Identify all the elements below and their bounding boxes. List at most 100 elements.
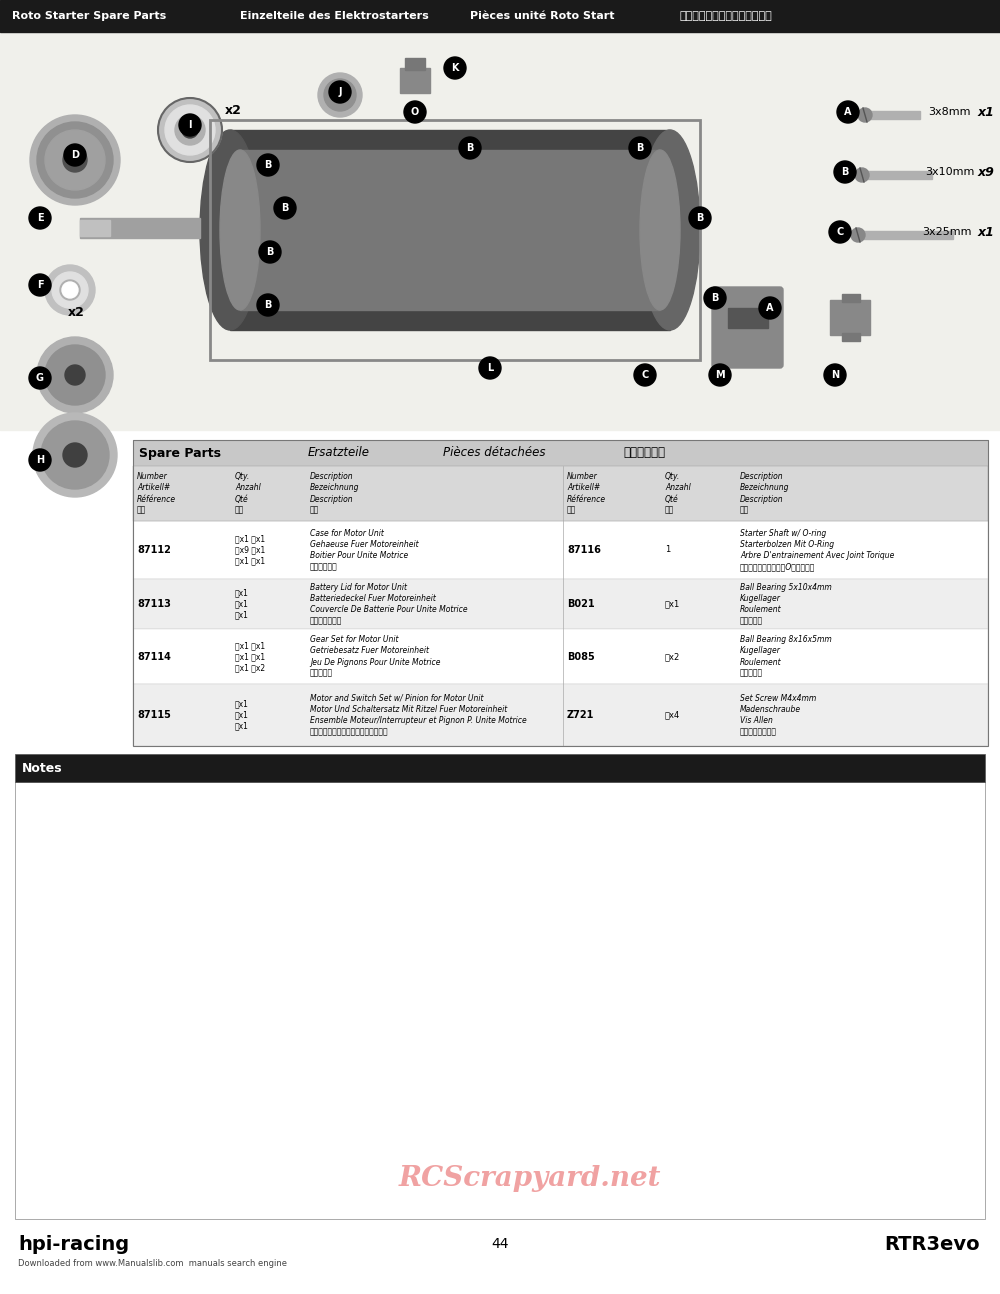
Circle shape xyxy=(37,122,113,198)
Text: Pièces unité Roto Start: Pièces unité Roto Start xyxy=(470,12,614,21)
Text: B: B xyxy=(841,167,849,177)
Text: Downloaded from www.Manualslib.com  manuals search engine: Downloaded from www.Manualslib.com manua… xyxy=(18,1259,287,1268)
Bar xyxy=(210,120,700,360)
Bar xyxy=(842,333,860,342)
Text: C: C xyxy=(641,370,649,380)
Circle shape xyxy=(824,364,846,386)
Circle shape xyxy=(704,287,726,309)
Text: Pièces détachées: Pièces détachées xyxy=(443,446,546,459)
Bar xyxy=(133,521,988,578)
Text: O: O xyxy=(411,107,419,116)
Text: ロートスタートユニットパーツ: ロートスタートユニットパーツ xyxy=(680,12,773,21)
Text: I: I xyxy=(188,120,192,129)
Text: Qty.
Anzahl
Qté
入数: Qty. Anzahl Qté 入数 xyxy=(665,472,691,515)
Text: Ball Bearing 8x16x5mm
Kugellager
Roulement
ベアリング: Ball Bearing 8x16x5mm Kugellager Rouleme… xyxy=(740,635,832,678)
Circle shape xyxy=(858,107,872,122)
Circle shape xyxy=(479,357,501,379)
Bar xyxy=(230,129,670,330)
Text: 87114: 87114 xyxy=(137,651,171,661)
Text: Spare Parts: Spare Parts xyxy=(139,446,221,459)
Text: Gear Set for Motor Unit
Getriebesatz Fuer Motoreinheit
Jeu De Pignons Pour Unite: Gear Set for Motor Unit Getriebesatz Fue… xyxy=(310,635,440,678)
Text: B: B xyxy=(264,160,272,170)
Text: H: H xyxy=(36,455,44,465)
Bar xyxy=(133,629,988,685)
Text: Ball Bearing 5x10x4mm
Kugellager
Roulement
ベアリング: Ball Bearing 5x10x4mm Kugellager Rouleme… xyxy=(740,582,832,625)
Text: B: B xyxy=(466,144,474,153)
Circle shape xyxy=(45,265,95,314)
Circle shape xyxy=(257,154,279,176)
Circle shape xyxy=(179,114,201,136)
Circle shape xyxy=(62,282,78,298)
Bar xyxy=(133,440,988,747)
Text: B: B xyxy=(696,214,704,223)
Circle shape xyxy=(63,148,87,172)
Ellipse shape xyxy=(640,129,700,330)
Text: Case for Motor Unit
Gehaeuse Fuer Motoreinheit
Boitier Pour Unite Motrice
ケースセット: Case for Motor Unit Gehaeuse Fuer Motore… xyxy=(310,529,419,571)
Circle shape xyxy=(45,129,105,190)
FancyBboxPatch shape xyxy=(712,287,783,367)
Bar xyxy=(405,58,425,70)
Circle shape xyxy=(29,367,51,389)
Text: A: A xyxy=(844,107,852,116)
Circle shape xyxy=(52,272,88,308)
Text: F: F xyxy=(37,280,43,290)
Circle shape xyxy=(318,72,362,116)
Circle shape xyxy=(165,105,215,155)
Circle shape xyxy=(45,345,105,405)
Text: 3x25mm: 3x25mm xyxy=(922,226,972,237)
Circle shape xyxy=(257,294,279,316)
Text: 87115: 87115 xyxy=(137,710,171,719)
Text: Number
Artikell#
Référence
品番: Number Artikell# Référence 品番 xyxy=(567,472,606,515)
Text: Ⓐx1 Ⓛx1
Ⓐx9 Ⓛx1
Ⓐx1 Ⓛx1: Ⓐx1 Ⓛx1 Ⓐx9 Ⓛx1 Ⓐx1 Ⓛx1 xyxy=(235,534,265,565)
Circle shape xyxy=(29,274,51,296)
Text: Notes: Notes xyxy=(22,761,63,775)
Bar xyxy=(728,308,768,327)
Text: Description
Bezeichnung
Description
品名: Description Bezeichnung Description 品名 xyxy=(310,472,360,515)
Text: B085: B085 xyxy=(567,651,595,661)
Bar xyxy=(240,150,660,311)
Text: 87112: 87112 xyxy=(137,545,171,555)
Text: Qty.
Anzahl
Qté
入数: Qty. Anzahl Qté 入数 xyxy=(235,472,261,515)
Text: RCScrapyard.net: RCScrapyard.net xyxy=(399,1166,661,1193)
Text: x2: x2 xyxy=(225,104,242,116)
Bar xyxy=(15,754,985,782)
Circle shape xyxy=(274,197,296,219)
Circle shape xyxy=(60,280,80,300)
Text: 87116: 87116 xyxy=(567,545,601,555)
Text: B021: B021 xyxy=(567,599,595,609)
Circle shape xyxy=(837,101,859,123)
Text: Ⓐx1 Ⓛx1
Ⓐx1 Ⓛx1
Ⓐx1 Ⓛx2: Ⓐx1 Ⓛx1 Ⓐx1 Ⓛx1 Ⓐx1 Ⓛx2 xyxy=(235,641,265,672)
Text: B: B xyxy=(266,247,274,258)
Bar xyxy=(865,111,920,119)
Text: Ersatzteile: Ersatzteile xyxy=(308,446,370,459)
Bar xyxy=(133,466,988,521)
Ellipse shape xyxy=(200,129,260,330)
Circle shape xyxy=(158,98,222,162)
Circle shape xyxy=(444,57,466,79)
Text: G: G xyxy=(36,373,44,383)
Text: J: J xyxy=(338,87,342,97)
Circle shape xyxy=(324,79,356,111)
Text: L: L xyxy=(487,364,493,373)
Text: スペアパーツ: スペアパーツ xyxy=(623,446,665,459)
Bar xyxy=(0,32,1000,430)
Circle shape xyxy=(37,336,113,413)
Circle shape xyxy=(404,101,426,123)
Text: Number
Artikell#
Référence
品番: Number Artikell# Référence 品番 xyxy=(137,472,176,515)
Text: 1: 1 xyxy=(665,546,670,555)
Text: x2: x2 xyxy=(68,305,85,318)
Text: Battery Lid for Motor Unit
Batteriedeckel Fuer Motoreinheit
Couvercle De Batteri: Battery Lid for Motor Unit Batteriedecke… xyxy=(310,582,468,625)
Ellipse shape xyxy=(220,150,260,311)
Circle shape xyxy=(855,168,869,182)
Circle shape xyxy=(175,115,205,145)
Text: x1: x1 xyxy=(978,106,995,119)
Text: Motor and Switch Set w/ Pinion for Motor Unit
Motor Und Schaltersatz Mit Ritzel : Motor and Switch Set w/ Pinion for Motor… xyxy=(310,694,527,736)
Circle shape xyxy=(33,413,117,497)
Circle shape xyxy=(259,241,281,263)
Text: Ⓐx1
Ⓛx1
Ⓛx1: Ⓐx1 Ⓛx1 Ⓛx1 xyxy=(235,589,249,620)
Text: C: C xyxy=(836,226,844,237)
Circle shape xyxy=(64,144,86,166)
Text: Ⓐx2: Ⓐx2 xyxy=(665,652,680,661)
Bar xyxy=(133,440,988,466)
Circle shape xyxy=(182,122,198,138)
